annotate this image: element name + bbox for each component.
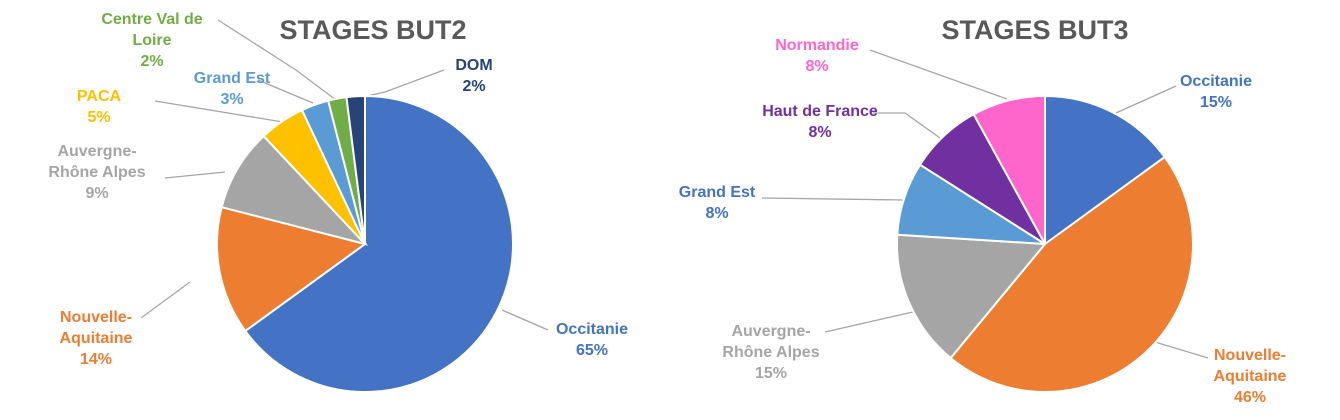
pie-slice-normandie xyxy=(972,94,1046,245)
slice-name-line: PACA xyxy=(77,88,122,105)
slice-name-line: Loire xyxy=(132,32,171,49)
slice-name-line: Auvergne- xyxy=(731,323,810,340)
pie-slice-nouvelle-aquitaine xyxy=(216,205,368,333)
slice-name-line: Aquitaine xyxy=(60,330,133,347)
slice-label-occitanie: Occitanie 65% xyxy=(556,321,628,359)
slice-name-line: Rhône Alpes xyxy=(722,344,819,361)
slice-value-label: 14% xyxy=(80,351,112,368)
leader-line-occitanie xyxy=(501,309,549,331)
slice-value-label: 2% xyxy=(462,78,485,95)
leader-lines-but3 xyxy=(761,49,1209,359)
slice-name-line: Nouvelle- xyxy=(60,309,132,326)
slice-name-line: Occitanie xyxy=(1180,73,1252,90)
slice-label-grand-est: Grand Est 3% xyxy=(194,70,271,108)
pie-slice-nouvelle-aquitaine xyxy=(949,155,1194,393)
pie-slice-dom xyxy=(345,94,366,245)
slice-value-label: 9% xyxy=(85,185,108,202)
leader-line-dom xyxy=(353,69,445,100)
labels-but3: Occitanie 15% Nouvelle- Aquitaine 46% Auvergn… xyxy=(679,37,1287,406)
slice-value-label: 5% xyxy=(87,109,110,126)
labels-but2: Occitanie 65% Nouvelle- Aquitaine 14% Auvergn… xyxy=(48,11,628,368)
slice-value-label: 8% xyxy=(805,58,828,75)
slice-name-line: Normandie xyxy=(775,37,859,54)
slice-label-haut-de-france: Haut de France 8% xyxy=(762,103,878,141)
slice-label-nouvelle-aquitaine: Nouvelle- Aquitaine 46% xyxy=(1214,347,1287,406)
slice-label-paca: PACA 5% xyxy=(77,88,122,126)
slice-label-nouvelle-aquitaine: Nouvelle- Aquitaine 14% xyxy=(60,309,133,368)
leader-line-auvergne-rhone-alpes xyxy=(164,171,226,179)
slice-value-label: 46% xyxy=(1234,389,1266,406)
slice-name-line: Grand Est xyxy=(194,70,271,87)
slice-label-dom: DOM 2% xyxy=(455,57,492,95)
slice-value-label: 8% xyxy=(808,124,831,141)
slices-but2 xyxy=(216,94,515,393)
slice-label-occitanie: Occitanie 15% xyxy=(1180,73,1252,111)
slice-label-auvergne-rhone-alpes: Auvergne- Rhône Alpes 15% xyxy=(722,323,819,382)
slice-label-auvergne-rhone-alpes: Auvergne- Rhône Alpes 9% xyxy=(48,143,145,202)
slice-value-label: 15% xyxy=(1200,94,1232,111)
slice-name-line: DOM xyxy=(455,57,492,74)
pie-chart-but3: STAGES BUT3 Occitanie 15% Nouvelle- Aquitai… xyxy=(679,15,1287,406)
slice-name-line: Occitanie xyxy=(556,321,628,338)
leader-line-normandie xyxy=(869,49,1008,100)
slice-name-line: Centre Val de xyxy=(101,11,202,28)
leader-line-paca xyxy=(154,100,284,123)
leader-line-grand-est xyxy=(257,79,314,104)
leader-line-centre-val-de-loire xyxy=(217,19,337,101)
slice-name-line: Aquitaine xyxy=(1214,368,1287,385)
leader-line-auvergne-rhone-alpes xyxy=(824,308,927,333)
pie-slice-occitanie xyxy=(243,94,515,393)
leader-line-haut-de-france xyxy=(873,112,941,139)
pie-slice-auvergne-rhone-alpes xyxy=(220,134,369,246)
leader-line-occitanie xyxy=(1115,85,1177,114)
slice-value-label: 3% xyxy=(220,91,243,108)
leader-line-nouvelle-aquitaine xyxy=(1154,341,1209,359)
slice-name-line: Auvergne- xyxy=(57,143,136,160)
slice-label-grand-est: Grand Est 8% xyxy=(679,184,756,222)
chart-title-but2: STAGES BUT2 xyxy=(279,15,466,45)
slice-name-line: Rhône Alpes xyxy=(48,164,145,181)
slice-label-normandie: Normandie 8% xyxy=(775,37,859,75)
slice-value-label: 2% xyxy=(140,53,163,70)
slice-label-centre-val-de-loire: Centre Val de Loire 2% xyxy=(101,11,202,70)
slices-but3 xyxy=(895,94,1194,393)
pie-slice-occitanie xyxy=(1044,94,1167,246)
slice-value-label: 65% xyxy=(576,342,608,359)
slice-value-label: 15% xyxy=(755,365,787,382)
slice-value-label: 8% xyxy=(705,205,728,222)
pie-chart-but2: STAGES BUT2 Occitanie 65% Nouvelle- Aquitai… xyxy=(48,11,628,393)
slice-name-line: Nouvelle- xyxy=(1214,347,1286,364)
slice-name-line: Grand Est xyxy=(679,184,756,201)
slice-name-line: Haut de France xyxy=(762,103,878,120)
chart-title-but3: STAGES BUT3 xyxy=(941,15,1128,45)
leader-line-nouvelle-aquitaine xyxy=(140,281,191,319)
leader-line-grand-est xyxy=(761,197,906,201)
pie-slice-auvergne-rhone-alpes xyxy=(895,233,1048,360)
